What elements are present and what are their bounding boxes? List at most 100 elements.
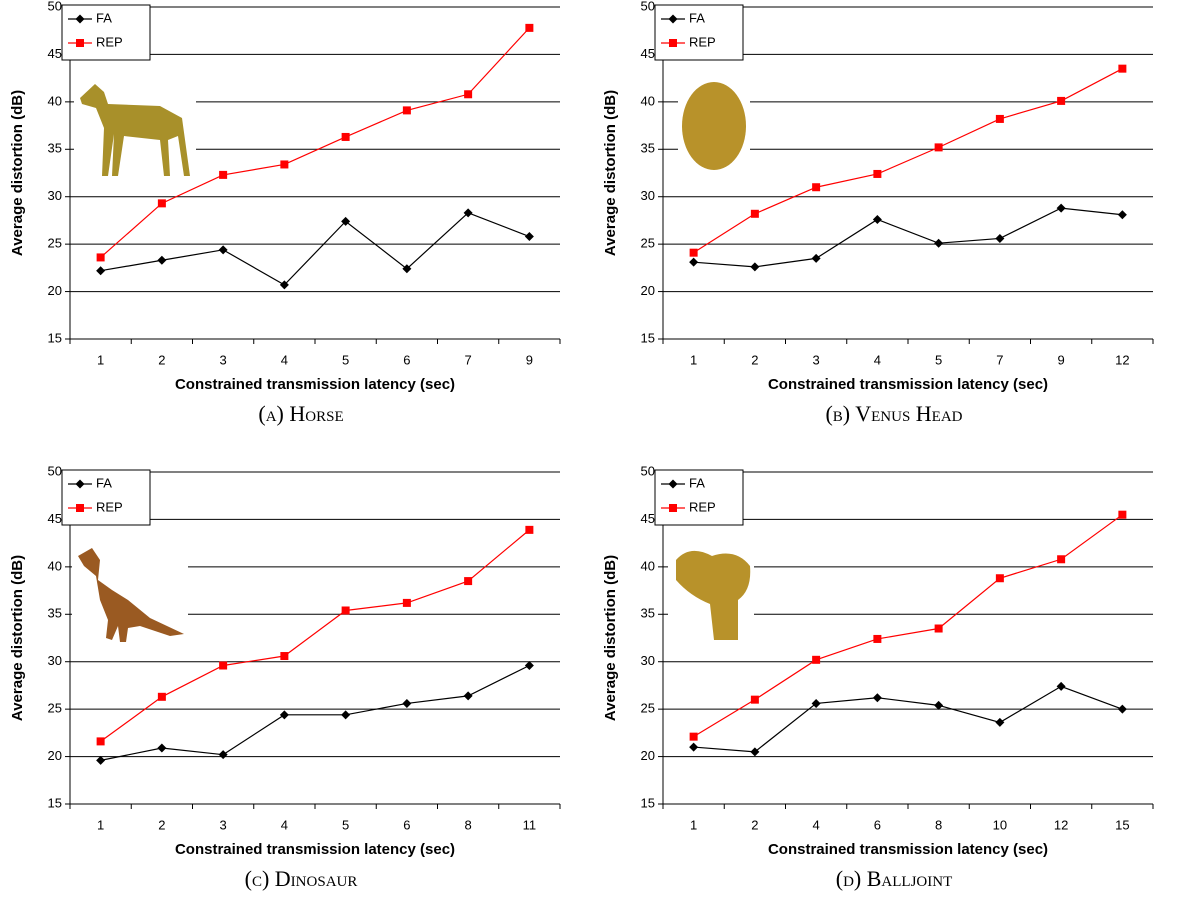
point <box>403 106 411 114</box>
point <box>158 199 166 207</box>
point <box>873 215 882 224</box>
point <box>995 234 1004 243</box>
legend-marker <box>76 504 84 512</box>
x-tick-label: 4 <box>874 352 881 367</box>
x-tick-label: 6 <box>874 817 881 832</box>
point <box>96 756 105 765</box>
point <box>464 577 472 585</box>
y-axis-label: Average distortion (dB) <box>9 90 26 256</box>
y-tick-label: 40 <box>641 93 655 108</box>
x-tick-label: 4 <box>281 352 288 367</box>
legend-label: FA <box>689 10 705 25</box>
point <box>934 701 943 710</box>
y-tick-label: 50 <box>48 463 62 478</box>
y-tick-label: 45 <box>48 511 62 526</box>
y-tick-label: 45 <box>641 46 655 61</box>
x-tick-label: 3 <box>813 352 820 367</box>
point <box>280 710 289 719</box>
y-tick-label: 25 <box>641 236 655 251</box>
x-tick-label: 9 <box>1058 352 1065 367</box>
point <box>341 710 350 719</box>
series-line <box>101 666 530 761</box>
point <box>873 635 881 643</box>
x-tick-label: 1 <box>690 352 697 367</box>
point <box>935 143 943 151</box>
y-tick-label: 20 <box>48 748 62 763</box>
caption: (a) Horse <box>258 401 343 426</box>
x-tick-label: 6 <box>403 817 410 832</box>
point <box>97 737 105 745</box>
y-tick-label: 30 <box>48 653 62 668</box>
point <box>689 743 698 752</box>
series-line <box>101 213 530 285</box>
point <box>525 526 533 534</box>
x-tick-label: 1 <box>690 817 697 832</box>
y-axis-label: Average distortion (dB) <box>602 90 619 256</box>
point <box>935 625 943 633</box>
point <box>1057 97 1065 105</box>
point <box>158 693 166 701</box>
legend-label: REP <box>689 34 716 49</box>
point <box>403 599 411 607</box>
point <box>812 656 820 664</box>
point <box>751 696 759 704</box>
y-tick-label: 30 <box>641 653 655 668</box>
legend-marker <box>669 39 677 47</box>
y-tick-label: 20 <box>641 283 655 298</box>
point <box>995 718 1004 727</box>
x-tick-label: 2 <box>158 817 165 832</box>
legend-label: REP <box>96 499 123 514</box>
y-axis-label: Average distortion (dB) <box>602 555 619 721</box>
y-tick-label: 20 <box>48 283 62 298</box>
x-tick-label: 1 <box>97 817 104 832</box>
x-tick-label: 1 <box>97 352 104 367</box>
point <box>157 744 166 753</box>
x-tick-label: 4 <box>281 817 288 832</box>
caption: (d) Balljoint <box>836 866 952 891</box>
point <box>342 606 350 614</box>
y-tick-label: 50 <box>641 463 655 478</box>
point <box>157 256 166 265</box>
point <box>219 662 227 670</box>
x-axis-label: Constrained transmission latency (sec) <box>175 376 455 393</box>
y-tick-label: 45 <box>48 46 62 61</box>
x-tick-label: 3 <box>220 817 227 832</box>
y-tick-label: 15 <box>641 795 655 810</box>
x-tick-label: 12 <box>1054 817 1068 832</box>
legend-label: FA <box>689 475 705 490</box>
x-tick-label: 5 <box>342 352 349 367</box>
point <box>464 691 473 700</box>
point <box>96 266 105 275</box>
x-tick-label: 4 <box>813 817 820 832</box>
y-tick-label: 35 <box>48 606 62 621</box>
y-tick-label: 20 <box>641 748 655 763</box>
x-tick-label: 12 <box>1115 352 1129 367</box>
caption: (b) Venus Head <box>825 401 962 426</box>
point <box>996 115 1004 123</box>
point <box>1118 65 1126 73</box>
x-tick-label: 2 <box>751 817 758 832</box>
point <box>219 750 228 759</box>
y-tick-label: 25 <box>641 701 655 716</box>
y-axis-label: Average distortion (dB) <box>9 555 26 721</box>
point <box>690 249 698 257</box>
y-tick-label: 50 <box>48 0 62 13</box>
x-axis-label: Constrained transmission latency (sec) <box>175 841 455 858</box>
x-tick-label: 8 <box>935 817 942 832</box>
y-tick-label: 40 <box>48 93 62 108</box>
y-tick-label: 45 <box>641 511 655 526</box>
x-axis-label: Constrained transmission latency (sec) <box>768 376 1048 393</box>
y-tick-label: 30 <box>48 188 62 203</box>
legend-marker <box>76 39 84 47</box>
point <box>1118 705 1127 714</box>
x-tick-label: 2 <box>751 352 758 367</box>
point <box>1057 204 1066 213</box>
legend-marker <box>669 504 677 512</box>
x-tick-label: 8 <box>465 817 472 832</box>
point <box>342 133 350 141</box>
legend-label: FA <box>96 10 112 25</box>
point <box>525 24 533 32</box>
point <box>873 693 882 702</box>
y-tick-label: 25 <box>48 236 62 251</box>
y-tick-label: 35 <box>641 141 655 156</box>
